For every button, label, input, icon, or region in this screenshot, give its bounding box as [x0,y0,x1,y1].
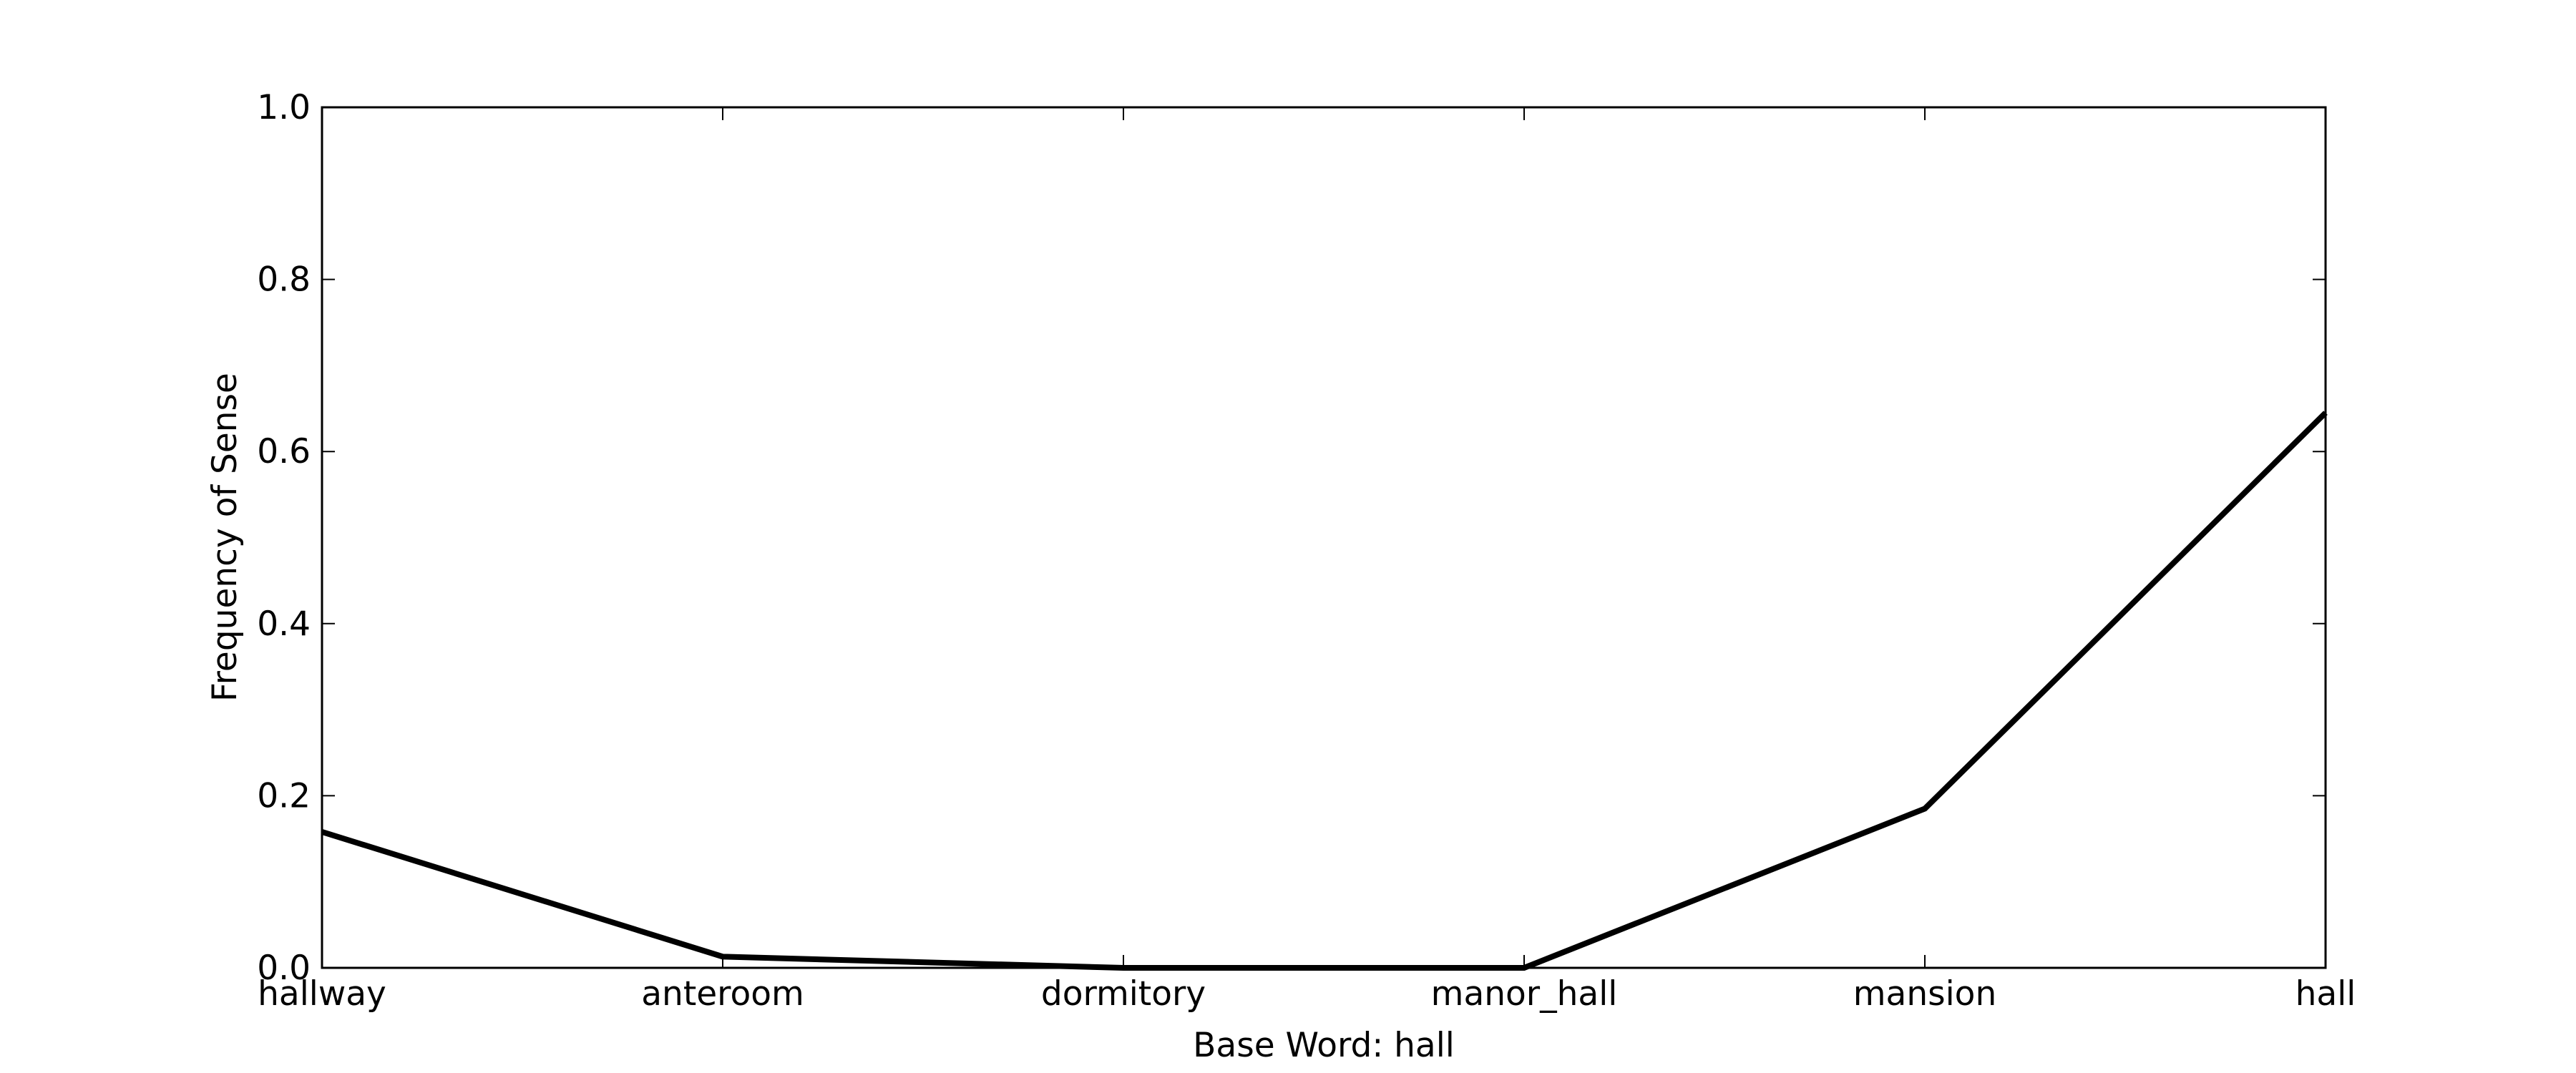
y-tick-label: 0.6 [257,432,311,471]
plot-area-frame [321,106,2327,969]
y-tick-label: 0.8 [257,260,311,300]
y-tick-label: 0.0 [257,949,311,988]
x-tick-label: anteroom [641,974,804,1014]
x-tick-label: hallway [258,974,386,1014]
x-axis-label: Base Word: hall [1193,1026,1455,1065]
labels-layer: 0.0 0.2 0.4 0.6 0.8 1.0 hallway anteroom dormito… [257,88,2356,1014]
x-tick-label: hall [2296,974,2356,1014]
x-tick-label: mansion [1853,974,1996,1014]
y-tick-label: 0.4 [257,604,311,644]
y-axis-label: Frequency of Sense [205,373,245,702]
y-tick-label: 0.2 [257,776,311,815]
x-tick-label: manor_hall [1431,974,1618,1014]
y-tick-label: 1.0 [257,88,311,127]
x-tick-label: dormitory [1041,974,1206,1014]
